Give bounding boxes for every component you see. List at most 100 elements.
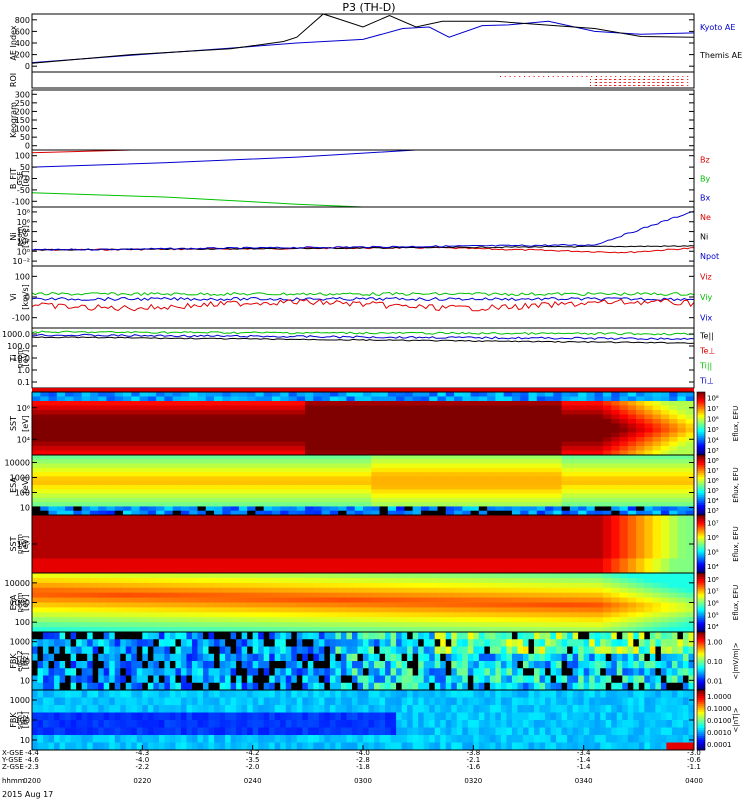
roi-mark: [667, 82, 668, 83]
sst1-cell: [131, 437, 140, 442]
sst2-cell: [297, 520, 306, 525]
fbk1-cell: [82, 654, 88, 662]
sst2-cell: [462, 515, 471, 520]
esa1-cell: [57, 506, 66, 511]
sst1-cell: [595, 424, 604, 429]
esa2-cell: [628, 573, 637, 578]
esa2-cell: [280, 617, 289, 622]
esa1-cell: [255, 481, 264, 486]
sst2-cell: [388, 515, 397, 520]
esa1-cell: [529, 472, 538, 477]
esa1-cell: [512, 489, 521, 494]
roi-mark: [500, 76, 501, 77]
fbk1-cell: [209, 632, 215, 640]
esa2-cell: [255, 612, 264, 617]
esa2-cell: [198, 607, 207, 612]
sst1-cell: [355, 406, 364, 411]
sst1-cell: [164, 437, 173, 442]
esa2-cell: [247, 598, 256, 603]
esa2-cell: [239, 617, 248, 622]
sst1-cell: [644, 419, 653, 424]
sst2-cell: [611, 539, 620, 544]
esa1-cell: [231, 489, 240, 494]
esa1-cell: [289, 498, 298, 503]
sst2-cell: [504, 530, 513, 535]
esa1-cell: [181, 485, 190, 490]
esa2-cell: [272, 598, 281, 603]
esa2-cell: [40, 622, 49, 627]
sst1-cell: [297, 424, 306, 429]
sst2-cell: [677, 515, 686, 520]
fbk1-cell: [242, 654, 248, 662]
esa1-cell: [173, 464, 182, 469]
esa2-cell: [363, 578, 372, 583]
sst1-cell: [603, 424, 612, 429]
esa2-cell: [231, 622, 240, 627]
sst1-cell: [462, 442, 471, 447]
esa1-cell: [537, 502, 546, 507]
sst2-cell: [404, 554, 413, 559]
esa1-cell: [603, 494, 612, 499]
fbk1-cell: [209, 661, 215, 669]
esa2-cell: [636, 622, 645, 627]
sst2-cell: [189, 549, 198, 554]
sst1-cell: [156, 446, 165, 451]
esa1-cbar-tick: 10⁸: [707, 457, 719, 465]
sst2-cell: [346, 549, 355, 554]
sst1-cell: [214, 419, 223, 424]
esa1-cell: [520, 498, 529, 503]
esa2-cell: [338, 607, 347, 612]
fbk1-cell: [159, 654, 165, 662]
esa1-cell: [437, 502, 446, 507]
esa2-cell: [644, 583, 653, 588]
ti-legend-3: Ti⊥: [699, 377, 714, 386]
sst1-cell: [487, 437, 496, 442]
sst2-cell: [677, 530, 686, 535]
sst1-cell: [289, 397, 298, 402]
sst2-cell: [255, 554, 264, 559]
sst1-cell: [545, 424, 554, 429]
sst2-cell: [148, 530, 157, 535]
sst2-cell: [454, 554, 463, 559]
sst1-cell: [115, 410, 124, 415]
esa1-cell: [396, 502, 405, 507]
esa2-cell: [57, 617, 66, 622]
sst1-cell: [131, 442, 140, 447]
keogram-ytick: 0: [25, 142, 30, 151]
fbk1-cell: [126, 676, 132, 684]
sst2-cell: [537, 530, 546, 535]
bfit-legend-2: Bx: [700, 194, 710, 203]
roi-mark: [644, 76, 645, 77]
esa2-cell: [338, 578, 347, 583]
esa2-cell: [156, 598, 165, 603]
sst1-cell: [471, 437, 480, 442]
esa2-cell: [462, 588, 471, 593]
esa2-cell: [454, 603, 463, 608]
sst1-cell: [529, 392, 538, 397]
esa1-cell: [181, 489, 190, 494]
esa1-cell: [164, 485, 173, 490]
esa2-cell: [429, 598, 438, 603]
esa2-cell: [164, 617, 173, 622]
sst1-cell: [206, 428, 215, 433]
esa1-cell: [586, 459, 595, 464]
esa2-cell: [413, 612, 422, 617]
sst2-cell: [388, 559, 397, 564]
esa1-cell: [313, 506, 322, 511]
sst2-cell: [512, 544, 521, 549]
esa2-cell: [330, 612, 339, 617]
esa1-cell: [198, 502, 207, 507]
sst2-cell: [297, 554, 306, 559]
esa1-cell: [289, 472, 298, 477]
roi-mark: [654, 76, 655, 77]
fbk1-cell: [142, 676, 148, 684]
sst1-cell: [346, 419, 355, 424]
esa2-cell: [57, 593, 66, 598]
esa1-cell: [661, 489, 670, 494]
esa1-cell: [189, 459, 198, 464]
sst1-cell: [181, 401, 190, 406]
esa1-cell: [115, 476, 124, 481]
esa1-cell: [106, 455, 115, 460]
esa2-cell: [297, 583, 306, 588]
